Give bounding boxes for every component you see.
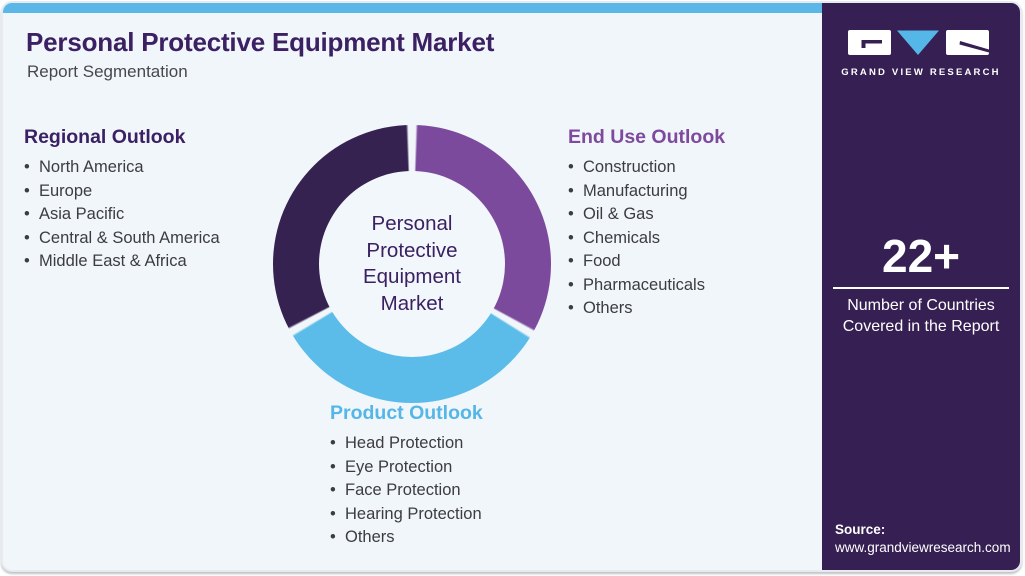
list-item: Chemicals [568,227,725,251]
donut-center-label: Personal Protective Equipment Market [362,212,461,315]
list-item: Asia Pacific [24,203,220,227]
brand-name: GRAND VIEW RESEARCH [841,67,1001,78]
gvr-logo-icon [848,30,989,55]
page-subtitle: Report Segmentation [27,62,188,81]
list-item: Hearing Protection [330,503,483,527]
product-outlook-section: Product Outlook Head Protection Eye Prot… [330,402,483,550]
end-use-outlook-section: End Use Outlook Construction Manufacturi… [568,126,725,321]
list-item: Face Protection [330,479,483,503]
list-item: Others [568,297,725,321]
stat-block: 22+ Number of Countries Covered in the R… [822,232,1020,337]
sidebar: GRAND VIEW RESEARCH 22+ Number of Countr… [822,3,1020,570]
main-panel: Personal Protective Equipment Market Rep… [3,3,822,570]
end-use-outlook-list: Construction Manufacturing Oil & Gas Che… [568,156,725,321]
stat-divider [833,287,1009,289]
list-item: Pharmaceuticals [568,274,725,298]
list-item: Europe [24,180,220,204]
list-item: Oil & Gas [568,203,725,227]
regional-outlook-list: North America Europe Asia Pacific Centra… [24,156,220,274]
list-item: Eye Protection [330,456,483,480]
list-item: Middle East & Africa [24,250,220,274]
top-accent-bar [3,3,822,13]
list-item: Construction [568,156,725,180]
donut-hole: Personal Protective Equipment Market [319,171,505,357]
source-url: www.grandviewresearch.com [835,540,1011,555]
donut-chart: Personal Protective Equipment Market [273,125,551,403]
list-item: North America [24,156,220,180]
page-title: Personal Protective Equipment Market [26,27,495,57]
brand-block: GRAND VIEW RESEARCH [822,29,1020,78]
regional-outlook-heading: Regional Outlook [24,126,186,148]
source-label: Source: [835,522,886,537]
list-item: Manufacturing [568,180,725,204]
source-block: Source: www.grandviewresearch.com [835,522,1011,555]
list-item: Head Protection [330,432,483,456]
regional-outlook-section: Regional Outlook North America Europe As… [24,126,220,274]
list-item: Central & South America [24,227,220,251]
stat-value: 22+ [881,230,961,282]
product-outlook-list: Head Protection Eye Protection Face Prot… [330,432,483,550]
list-item: Others [330,526,483,550]
stat-caption: Number of Countries Covered in the Repor… [842,297,1000,335]
end-use-outlook-heading: End Use Outlook [568,126,726,148]
list-item: Food [568,250,725,274]
product-outlook-heading: Product Outlook [330,402,483,424]
